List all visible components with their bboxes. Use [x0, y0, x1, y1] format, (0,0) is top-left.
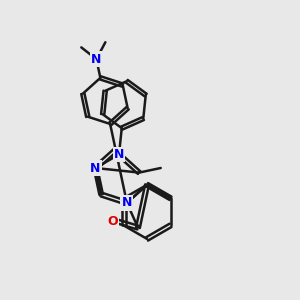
- Text: N: N: [122, 196, 132, 209]
- Text: N: N: [114, 148, 124, 161]
- Text: N: N: [91, 53, 102, 66]
- Text: N: N: [90, 161, 101, 175]
- Text: O: O: [107, 215, 118, 228]
